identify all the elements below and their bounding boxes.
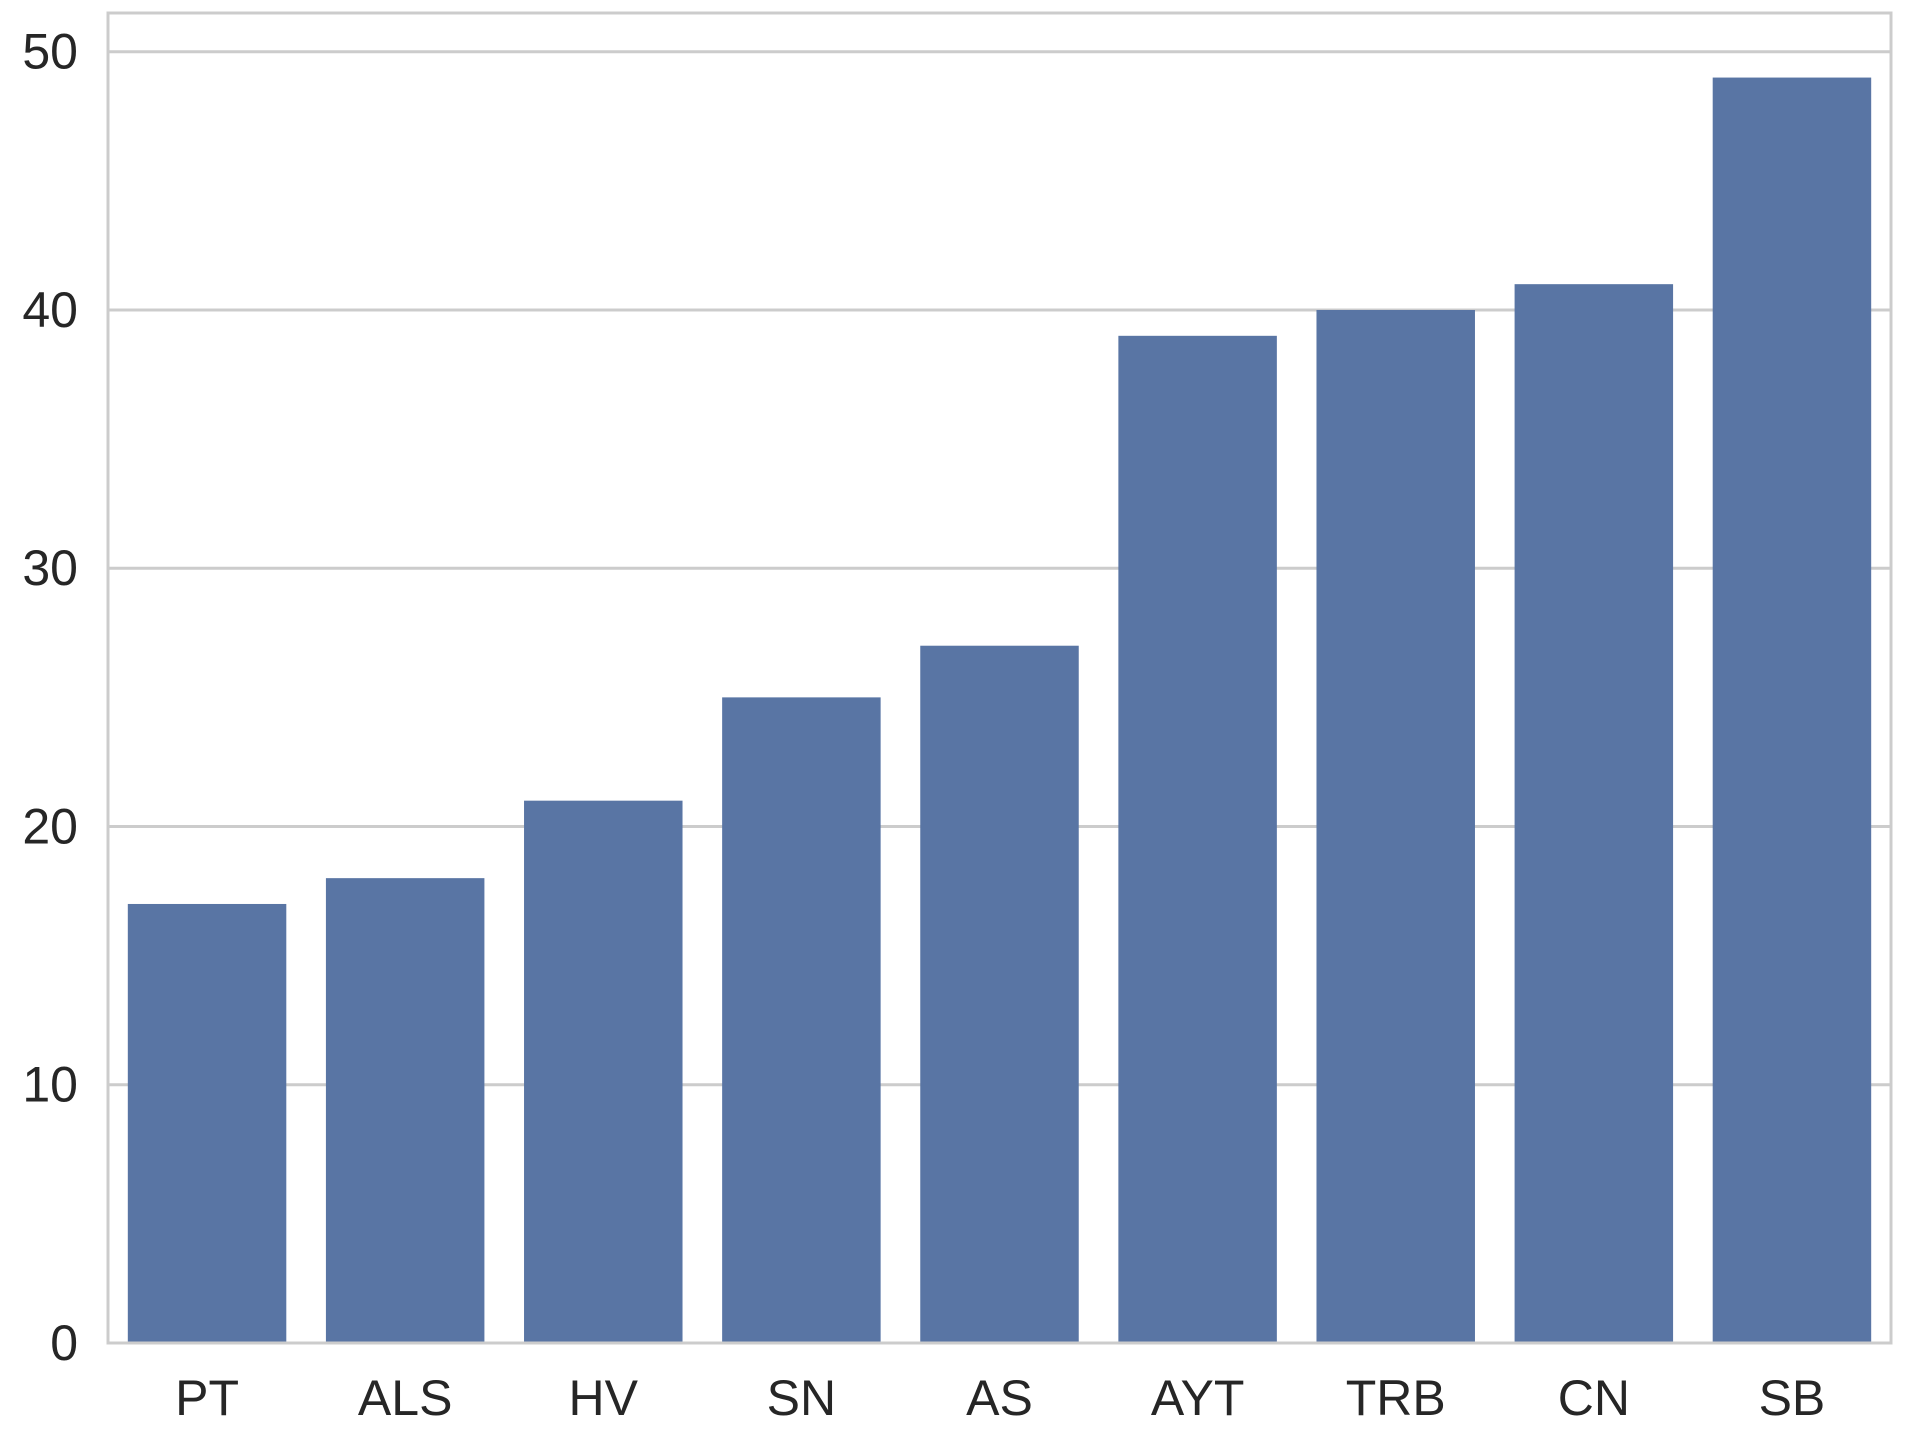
x-tick-label: TRB	[1346, 1370, 1446, 1426]
y-axis-tick-labels: 0 10 20 30 40 50	[22, 24, 78, 1371]
bar-hv	[524, 800, 683, 1343]
y-tick-label: 0	[50, 1315, 78, 1371]
y-tick-label: 20	[22, 798, 78, 854]
y-tick-label: 50	[22, 24, 78, 80]
bar-layer	[127, 77, 1872, 1344]
x-tick-label: PT	[175, 1370, 239, 1426]
bar-pt	[127, 903, 287, 1343]
x-tick-label: AS	[966, 1370, 1033, 1426]
y-tick-label: 40	[22, 282, 78, 338]
x-tick-label: CN	[1558, 1370, 1630, 1426]
x-axis-tick-labels: PT ALS HV SN AS AYT TRB CN SB	[175, 1370, 1825, 1426]
x-tick-label: SN	[767, 1370, 836, 1426]
x-tick-label: ALS	[358, 1370, 453, 1426]
x-tick-label: HV	[569, 1370, 639, 1426]
x-tick-label: AYT	[1151, 1370, 1245, 1426]
x-tick-label: SB	[1759, 1370, 1826, 1426]
plot-frame	[106, 11, 1893, 1345]
bar-sb	[1712, 77, 1872, 1343]
y-tick-label: 10	[22, 1057, 78, 1113]
bar-trb	[1316, 309, 1475, 1344]
bar-cn	[1514, 284, 1674, 1343]
bar-ayt	[1118, 335, 1277, 1343]
bar-as	[920, 645, 1079, 1343]
bar-sn	[722, 697, 881, 1343]
y-tick-label: 30	[22, 540, 78, 596]
axes-frame	[106, 11, 1893, 1345]
bar-als	[325, 878, 485, 1343]
